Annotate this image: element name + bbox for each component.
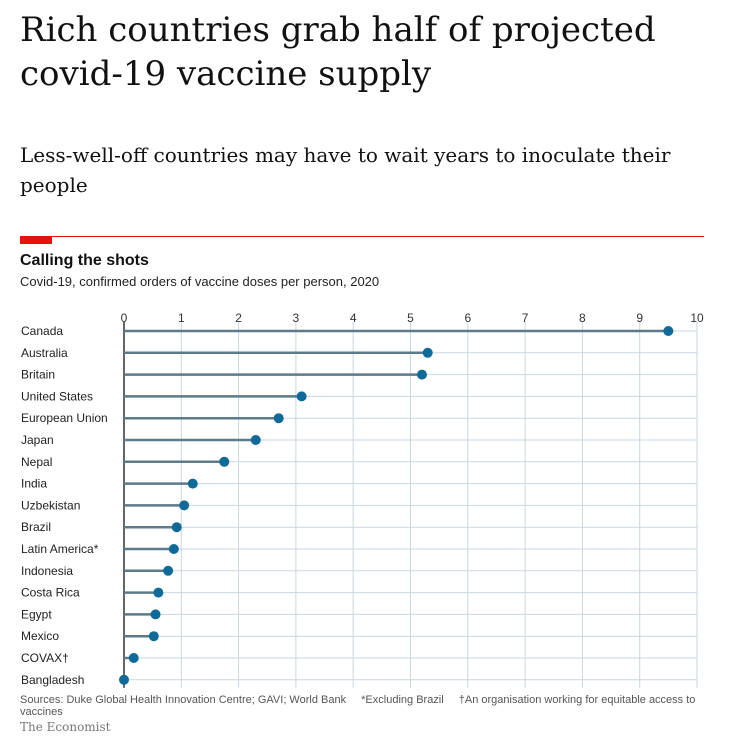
data-dot: [153, 587, 164, 598]
chart-subtitle: Covid-19, confirmed orders of vaccine do…: [20, 274, 380, 289]
category-label: Egypt: [21, 607, 52, 621]
tick-label: 4: [350, 311, 357, 325]
data-dot: [663, 326, 674, 336]
data-dot: [187, 478, 198, 489]
tick-label: 6: [464, 311, 471, 325]
category-label: European Union: [21, 411, 108, 425]
category-label: Nepal: [21, 455, 52, 469]
data-dot: [416, 369, 427, 380]
category-label: Costa Rica: [21, 586, 80, 600]
tick-label: 3: [293, 311, 300, 325]
data-dot: [150, 609, 161, 620]
category-label: United States: [21, 389, 93, 403]
note-covax: †An organisation working for equitable a…: [20, 694, 696, 718]
tick-label: 5: [407, 311, 414, 325]
category-label: Indonesia: [21, 564, 73, 578]
category-label: India: [21, 477, 47, 491]
data-dot: [273, 413, 284, 424]
tick-label: 2: [235, 311, 242, 325]
category-label: COVAX†: [21, 651, 69, 665]
lollipop-chart: 0 1 2 3 4 5 6 7 8 9 10 Canada Australia Britain United…: [21, 311, 704, 688]
standfirst: Less-well-off countries may have to wait…: [20, 143, 671, 197]
data-dot: [250, 435, 261, 445]
tick-label: 0: [121, 311, 128, 325]
footer: Sources: Duke Global Health Innovation C…: [20, 694, 732, 718]
category-label: Latin America*: [21, 542, 99, 556]
data-dot: [119, 674, 129, 685]
data-dot: [422, 347, 433, 358]
data-dot: [171, 522, 182, 533]
headline: Rich countries grab half of projected co…: [20, 10, 656, 94]
data-dot: [148, 631, 159, 642]
data-dot: [219, 456, 230, 467]
chart-title: Calling the shots: [20, 252, 149, 269]
tick-label: 10: [690, 311, 704, 325]
category-label: Australia: [21, 346, 68, 360]
tick-label: 9: [636, 311, 643, 325]
economist-logo: The Economist: [20, 720, 111, 734]
note-excluding-brazil: *Excluding Brazil: [361, 694, 444, 706]
sources: Sources: Duke Global Health Innovation C…: [20, 694, 347, 706]
category-label: Bangladesh: [21, 673, 84, 687]
data-dot: [179, 500, 190, 511]
tick-label: 8: [579, 311, 586, 325]
category-label: Mexico: [21, 629, 59, 643]
category-label: Uzbekistan: [21, 498, 80, 512]
red-tag: [20, 236, 52, 244]
category-label: Britain: [21, 368, 55, 382]
tick-label: 7: [522, 311, 529, 325]
category-label: Canada: [21, 324, 63, 338]
data-dot: [296, 391, 307, 402]
category-label: Brazil: [21, 520, 51, 534]
red-rule: [20, 236, 704, 237]
data-dot: [168, 544, 179, 554]
data-dot: [163, 565, 174, 576]
category-label: Japan: [21, 433, 54, 447]
tick-label: 1: [178, 311, 185, 325]
data-dot: [128, 653, 139, 663]
